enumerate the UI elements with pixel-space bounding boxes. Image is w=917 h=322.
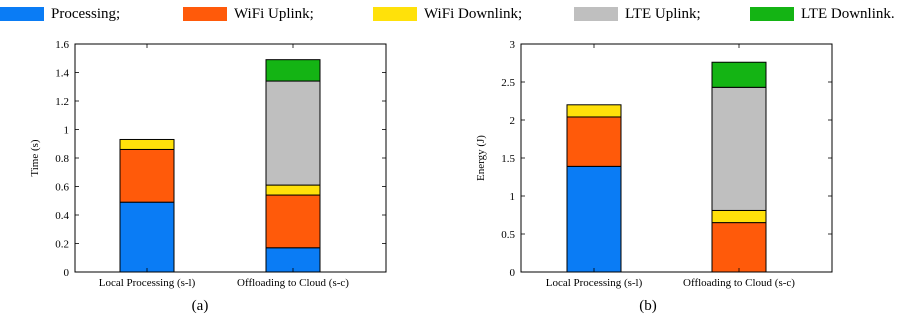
chart-b-bar-wifi-downlink-1: [711, 209, 767, 224]
chart-b-bar-lte-downlink-1: [711, 61, 767, 88]
chart-b-ytick-label: 1: [510, 191, 516, 203]
chart-b-ytick-label: 2.5: [501, 77, 515, 89]
chart-a-bar-lte-downlink-1: [265, 59, 321, 82]
chart-b-ytick-label: 1.5: [501, 153, 515, 165]
legend-label-wifi-downlink: WiFi Downlink;: [424, 6, 523, 22]
chart-a-ytick-label: 0.2: [55, 239, 69, 251]
chart-a-bar-lte-uplink-1: [265, 80, 321, 186]
chart-a-ytick-label: 0.6: [55, 182, 69, 194]
chart-a-bar-wifi-uplink-0: [119, 148, 175, 203]
chart-a-axes-frame: [74, 43, 387, 273]
chart-b-axes-frame: [520, 43, 833, 273]
chart-b-ytick-label: 3: [510, 39, 516, 51]
chart-b-ytick-label: 0.5: [501, 229, 515, 241]
chart-b-ytick-label: 0: [510, 267, 516, 279]
chart-a-bar-wifi-uplink-1: [265, 194, 321, 249]
chart-a-ytick-label: 1.4: [55, 68, 69, 80]
legend-swatch-processing: [0, 7, 44, 21]
chart-b-bar-wifi-uplink-0: [566, 116, 622, 167]
chart-a-ytick-label: 1.2: [55, 96, 69, 108]
legend-label-lte-downlink: LTE Downlink.: [801, 6, 895, 22]
chart-b-xtick-label: Offloading to Cloud (s-c): [683, 277, 795, 289]
chart-a-bar-processing-0: [119, 201, 175, 273]
chart-a-ytick-label: 0.8: [55, 153, 69, 165]
caption-a: (a): [191, 298, 209, 314]
chart-a-ytick-label: 1.6: [55, 39, 69, 51]
caption-b: (b): [639, 298, 657, 314]
chart-b-bar-processing-0: [566, 165, 622, 273]
chart-b-bar-lte-uplink-1: [711, 86, 767, 211]
chart-a-ylabel: Time (s): [29, 139, 41, 177]
legend-item-lte-downlink: LTE Downlink.: [750, 6, 895, 22]
legend-swatch-lte-uplink: [574, 7, 618, 21]
legend-swatch-lte-downlink: [750, 7, 794, 21]
chart-a-bar-wifi-downlink-0: [119, 138, 175, 150]
chart-a-ytick-label: 0.4: [55, 210, 69, 222]
legend-item-lte-uplink: LTE Uplink;: [574, 6, 701, 22]
chart-a-ytick-label: 1: [64, 125, 70, 137]
chart-b-bar-wifi-downlink-0: [566, 104, 622, 118]
legend-swatch-wifi-downlink: [373, 7, 417, 21]
chart-b-bar-wifi-uplink-1: [711, 222, 767, 273]
chart-b-xtick-label: Local Processing (s-l): [546, 277, 643, 289]
chart-a-bar-wifi-downlink-1: [265, 184, 321, 196]
chart-a-xtick-label: Local Processing (s-l): [99, 277, 196, 289]
legend-label-wifi-uplink: WiFi Uplink;: [234, 6, 314, 22]
legend-item-wifi-downlink: WiFi Downlink;: [373, 6, 522, 22]
chart-b-ylabel: Energy (J): [475, 135, 487, 181]
chart-a-xtick-label: Offloading to Cloud (s-c): [237, 277, 349, 289]
legend-label-processing: Processing;: [51, 6, 121, 22]
legend-swatch-wifi-uplink: [183, 7, 227, 21]
legend-item-wifi-uplink: WiFi Uplink;: [183, 6, 314, 22]
chart-b-ytick-label: 2: [510, 115, 516, 127]
chart-a-ytick-label: 0: [64, 267, 70, 279]
legend-item-processing: Processing;: [0, 6, 120, 22]
legend: Processing; WiFi Uplink; WiFi Downlink; …: [0, 0, 917, 26]
legend-label-lte-uplink: LTE Uplink;: [625, 6, 701, 22]
